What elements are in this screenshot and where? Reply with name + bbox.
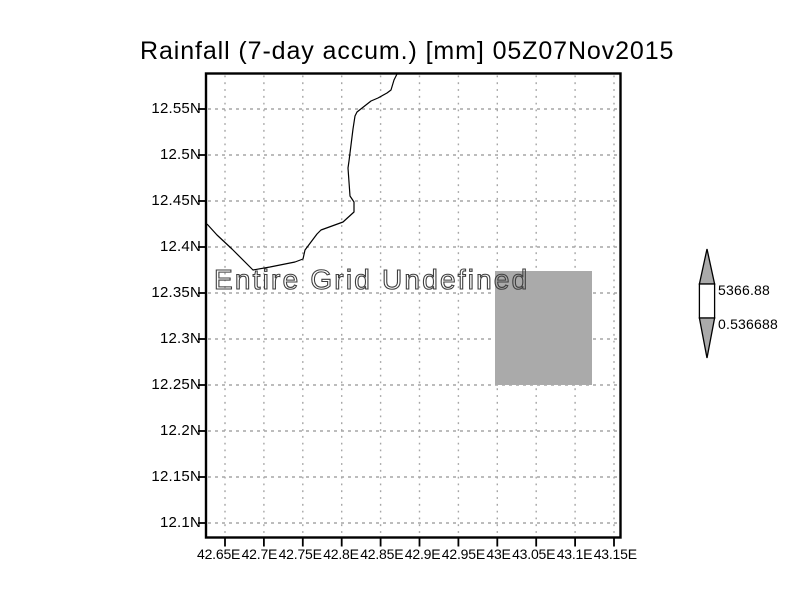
y-axis-label: 12.5N [159, 146, 201, 163]
colorbar [698, 248, 716, 359]
x-axis-label: 42.8E [323, 546, 359, 562]
x-axis-label: 43E [486, 546, 511, 562]
x-axis-label: 43.15E [593, 546, 637, 562]
x-axis-label: 42.9E [404, 546, 441, 562]
tick-marks-layer [198, 108, 615, 547]
y-axis-label: 12.45N [151, 192, 201, 209]
colorbar-bottom-arrow [698, 317, 716, 359]
x-axis-labels: 42.65E 42.7E 42.75E 42.8E 42.85E 42.9E 42.95E 4… [197, 546, 637, 564]
y-axis-label: 12.2N [159, 422, 201, 439]
undefined-grid-annotation: Entire Grid Undefined [213, 263, 530, 295]
x-axis-label: 42.7E [241, 546, 278, 562]
y-axis-label: 12.35N [151, 284, 201, 301]
x-axis-label: 42.65E [197, 546, 241, 562]
y-axis-label: 12.55N [151, 100, 201, 117]
plot-title: Rainfall (7-day accum.) [mm] 05Z07Nov201… [140, 37, 675, 65]
colorbar-min-label: 0.536688 [718, 316, 778, 332]
y-axis-label: 12.15N [151, 468, 201, 485]
y-axis-label: 12.25N [151, 376, 201, 393]
y-axis-label: 12.3N [159, 330, 201, 347]
y-axis-label: 12.4N [159, 238, 201, 255]
plot-border [204, 72, 622, 539]
colorbar-top-arrow [698, 248, 716, 285]
colorbar-max-label: 5366.88 [718, 282, 771, 298]
x-axis-label: 42.85E [360, 546, 404, 562]
x-axis-label: 42.95E [441, 546, 485, 562]
x-axis-label: 43.1E [556, 546, 593, 562]
y-axis-label: 12.1N [159, 514, 201, 531]
x-axis-label: 43.05E [512, 546, 556, 562]
coastline-path [206, 73, 398, 271]
graticule-grid-layer [208, 75, 619, 536]
shaded-data-region [495, 271, 592, 385]
x-axis-label: 42.75E [278, 546, 322, 562]
colorbar-cell [698, 283, 716, 319]
